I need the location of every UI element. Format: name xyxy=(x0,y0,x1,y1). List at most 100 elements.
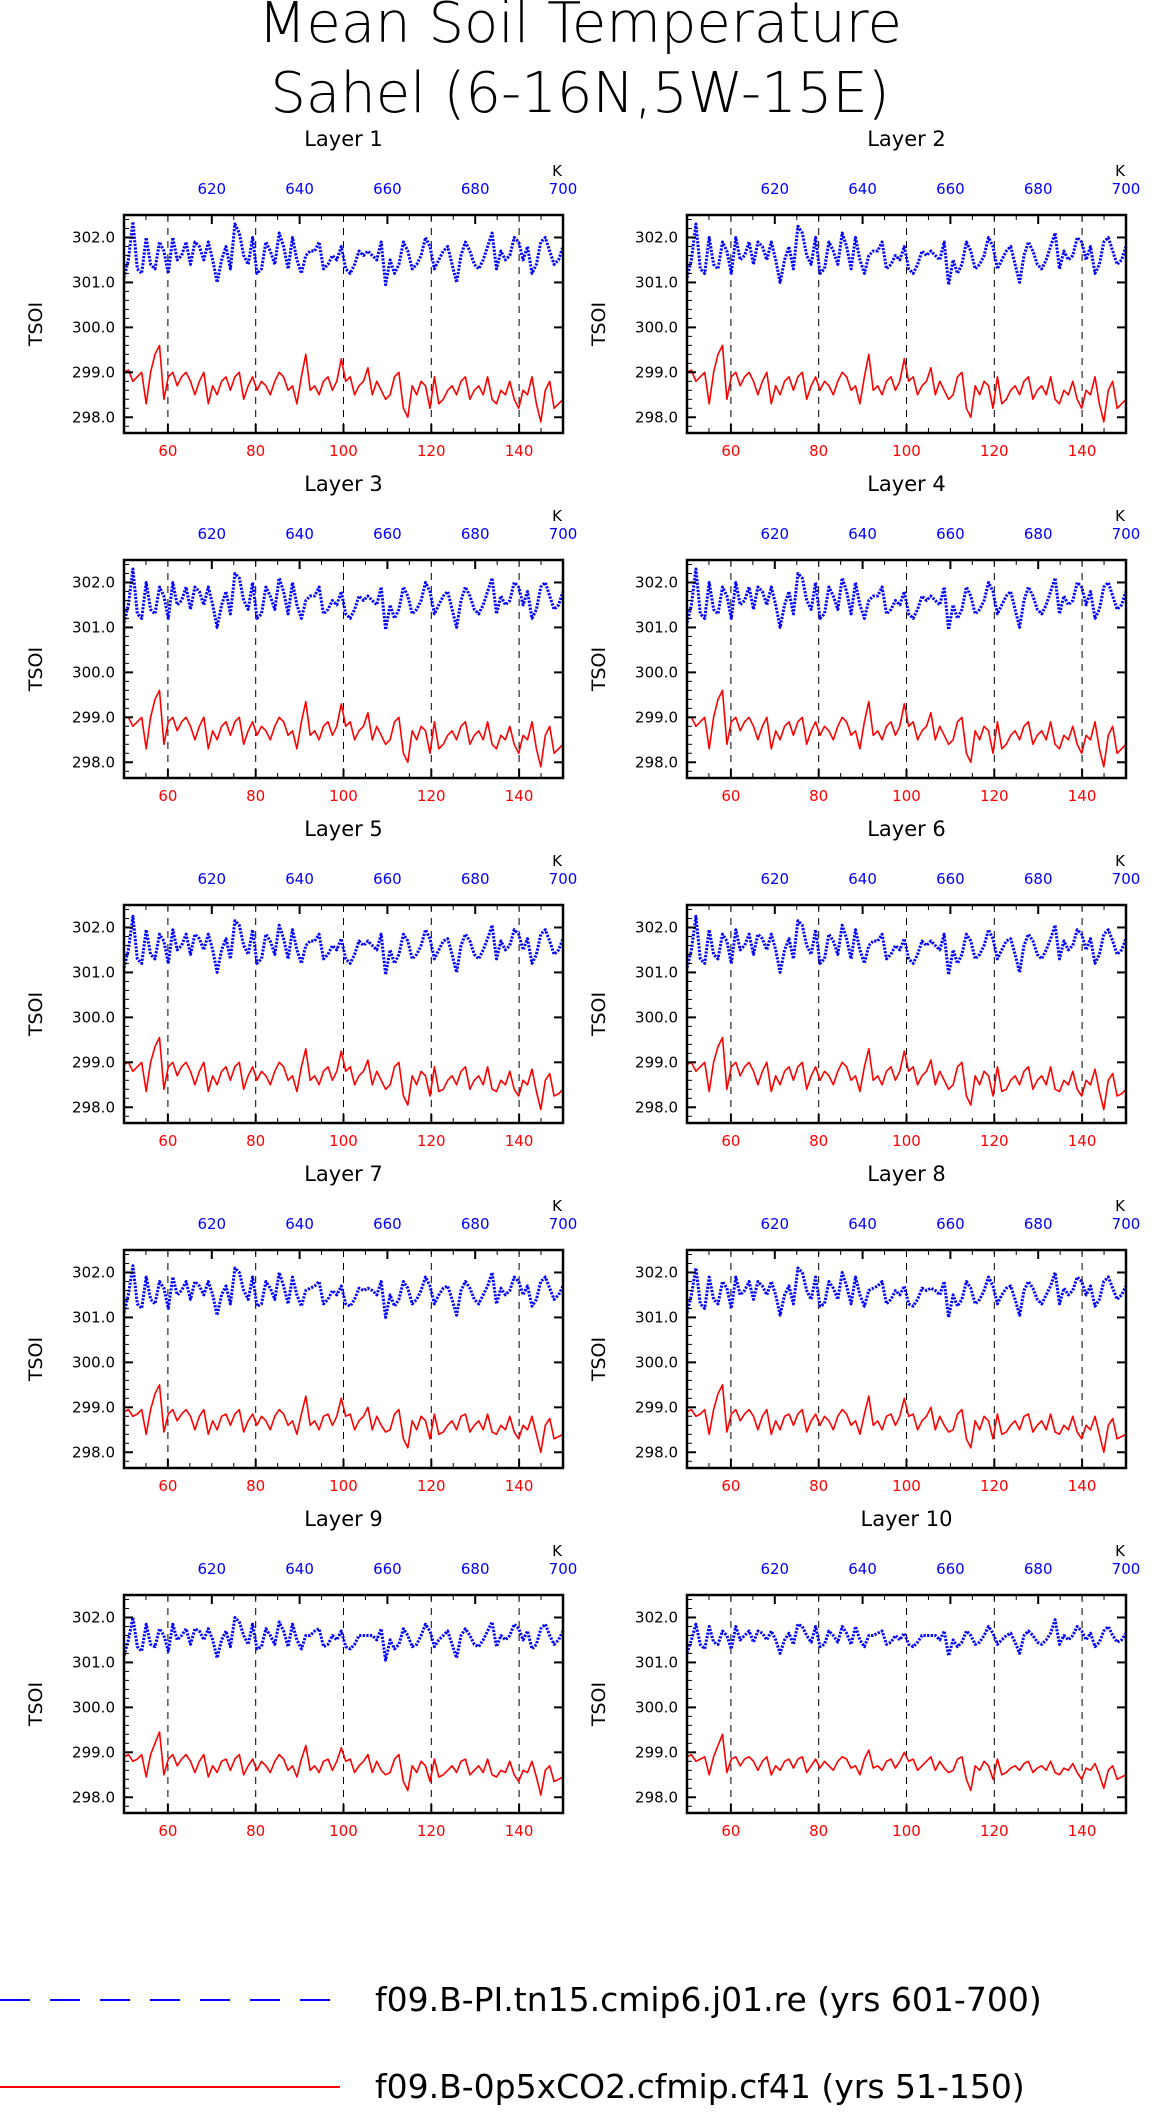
x-bottom-tick-label: 140 xyxy=(1068,442,1097,460)
x-bottom-tick-label: 100 xyxy=(329,1477,358,1495)
x-top-tick-label: 640 xyxy=(285,1560,314,1578)
y-axis-label: TSOI xyxy=(588,302,610,347)
x-bottom-tick-label: 60 xyxy=(158,1477,177,1495)
y-tick-label: 299.0 xyxy=(635,708,678,726)
y-tick-label: 302.0 xyxy=(635,918,678,936)
x-top-tick-label: 620 xyxy=(197,1215,226,1233)
x-bottom-tick-label: 100 xyxy=(329,1132,358,1150)
x-bottom-tick-label: 60 xyxy=(721,1822,740,1840)
y-tick-label: 299.0 xyxy=(635,1398,678,1416)
x-top-tick-label: 620 xyxy=(197,870,226,888)
x-bottom-tick-label: 80 xyxy=(809,442,828,460)
x-bottom-tick-label: 120 xyxy=(417,1132,446,1150)
x-top-tick-label: 620 xyxy=(197,1560,226,1578)
panel-title: Layer 10 xyxy=(861,1507,953,1531)
x-bottom-tick-label: 120 xyxy=(417,442,446,460)
panel-layer-7: Layer 7 298.0 299.0 300.0 301.0 302.0 60 80 100 1… xyxy=(25,1162,577,1495)
y-tick-label: 302.0 xyxy=(72,228,115,246)
y-tick-label: 299.0 xyxy=(72,1743,115,1761)
x-bottom-tick-label: 60 xyxy=(721,442,740,460)
panel-title: Layer 5 xyxy=(304,817,383,841)
y-axis-label: TSOI xyxy=(25,1682,47,1727)
y-tick-label: 301.0 xyxy=(72,1308,115,1326)
y-tick-label: 300.0 xyxy=(72,1008,115,1026)
x-bottom-tick-label: 140 xyxy=(505,1477,534,1495)
x-bottom-tick-label: 100 xyxy=(892,442,921,460)
x-top-axis-label: K xyxy=(1115,507,1126,525)
x-top-tick-label: 660 xyxy=(936,525,965,543)
y-tick-label: 302.0 xyxy=(72,573,115,591)
y-tick-label: 301.0 xyxy=(635,1308,678,1326)
y-tick-label: 300.0 xyxy=(72,1698,115,1716)
x-bottom-tick-label: 140 xyxy=(505,1132,534,1150)
panel-title: Layer 9 xyxy=(304,1507,383,1531)
x-top-tick-label: 640 xyxy=(848,525,877,543)
x-top-tick-label: 640 xyxy=(848,180,877,198)
x-top-tick-label: 660 xyxy=(373,525,402,543)
x-bottom-tick-label: 120 xyxy=(980,787,1009,805)
x-top-tick-label: 680 xyxy=(1024,525,1053,543)
x-top-tick-label: 680 xyxy=(1024,180,1053,198)
y-tick-label: 298.0 xyxy=(635,1788,678,1806)
x-top-tick-label: 660 xyxy=(936,180,965,198)
y-tick-label: 301.0 xyxy=(72,963,115,981)
x-top-tick-label: 620 xyxy=(760,870,789,888)
x-top-tick-label: 620 xyxy=(197,180,226,198)
x-top-tick-label: 680 xyxy=(461,180,490,198)
series-b-line xyxy=(686,1384,1127,1454)
x-bottom-tick-label: 100 xyxy=(329,1822,358,1840)
y-tick-label: 301.0 xyxy=(635,1653,678,1671)
series-a-line xyxy=(685,567,1128,632)
x-bottom-tick-label: 60 xyxy=(158,787,177,805)
series-a-line xyxy=(122,220,565,287)
panel-layer-9: Layer 9 298.0 299.0 300.0 301.0 302.0 60 80 100 1… xyxy=(25,1507,577,1840)
x-bottom-tick-label: 140 xyxy=(505,442,534,460)
panel-layer-8: Layer 8 298.0 299.0 300.0 301.0 302.0 60 80 100 1… xyxy=(588,1162,1140,1495)
y-tick-label: 299.0 xyxy=(72,708,115,726)
x-bottom-tick-label: 80 xyxy=(246,1132,265,1150)
y-tick-label: 299.0 xyxy=(72,1053,115,1071)
x-top-axis-label: K xyxy=(552,162,563,180)
series-a-line xyxy=(122,1616,565,1662)
x-bottom-tick-label: 120 xyxy=(980,1822,1009,1840)
x-bottom-tick-label: 100 xyxy=(329,787,358,805)
y-tick-label: 301.0 xyxy=(72,1653,115,1671)
panel-title: Layer 4 xyxy=(867,472,946,496)
x-top-tick-label: 700 xyxy=(1112,1560,1141,1578)
x-top-axis-label: K xyxy=(1115,1542,1126,1560)
x-top-tick-label: 640 xyxy=(285,180,314,198)
x-top-tick-label: 700 xyxy=(1112,180,1141,198)
x-bottom-tick-label: 80 xyxy=(809,787,828,805)
y-tick-label: 299.0 xyxy=(635,1743,678,1761)
x-bottom-tick-label: 80 xyxy=(246,1477,265,1495)
x-top-tick-label: 680 xyxy=(1024,870,1053,888)
x-bottom-tick-label: 120 xyxy=(980,1132,1009,1150)
series-b-line xyxy=(124,689,564,768)
legend-label-series-a: f09.B-PI.tn15.cmip6.j01.re (yrs 601-700) xyxy=(375,1980,1042,2019)
x-top-tick-label: 660 xyxy=(373,1560,402,1578)
y-axis-label: TSOI xyxy=(588,647,610,692)
panel-grid: Layer 1 298.0 299.0 300.0 301.0 302.0 60 80 100 1… xyxy=(25,127,1140,1840)
x-bottom-tick-label: 140 xyxy=(1068,787,1097,805)
x-top-tick-label: 680 xyxy=(461,1560,490,1578)
x-bottom-tick-label: 60 xyxy=(721,1132,740,1150)
y-tick-label: 298.0 xyxy=(635,408,678,426)
y-tick-label: 300.0 xyxy=(72,318,115,336)
x-bottom-tick-label: 60 xyxy=(158,1822,177,1840)
y-tick-label: 301.0 xyxy=(72,273,115,291)
y-axis-label: TSOI xyxy=(25,647,47,692)
y-axis-label: TSOI xyxy=(25,302,47,347)
x-bottom-tick-label: 120 xyxy=(980,442,1009,460)
series-b-line xyxy=(686,1036,1127,1111)
y-axis-label: TSOI xyxy=(588,1682,610,1727)
y-tick-label: 301.0 xyxy=(635,963,678,981)
panel-title: Layer 2 xyxy=(867,127,946,151)
y-tick-label: 298.0 xyxy=(635,1098,678,1116)
x-bottom-tick-label: 80 xyxy=(246,787,265,805)
y-tick-label: 302.0 xyxy=(72,1608,115,1626)
x-bottom-tick-label: 100 xyxy=(892,787,921,805)
panel-layer-1: Layer 1 298.0 299.0 300.0 301.0 302.0 60 80 100 1… xyxy=(25,127,577,460)
panel-title: Layer 3 xyxy=(304,472,383,496)
x-bottom-tick-label: 80 xyxy=(246,442,265,460)
x-top-tick-label: 620 xyxy=(760,180,789,198)
